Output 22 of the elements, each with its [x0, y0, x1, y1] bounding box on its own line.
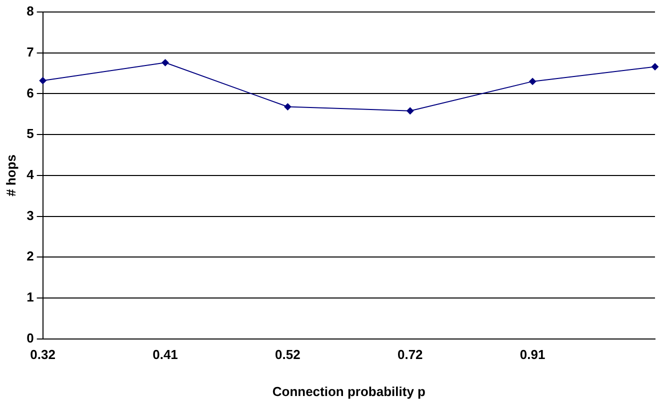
x-tick-label: 0.41 [152, 347, 178, 362]
point [39, 77, 46, 84]
point [162, 59, 169, 66]
point [284, 103, 292, 110]
point [529, 78, 536, 85]
y-tick-label: 7 [26, 44, 34, 60]
y-tick-label: 0 [26, 330, 34, 346]
y-tick-label: 1 [26, 290, 34, 305]
y-tick-label: 5 [26, 126, 34, 142]
point [406, 107, 414, 114]
x-tick-label: 0.72 [397, 347, 423, 362]
point [652, 63, 658, 70]
y-axis-title: # hops [3, 154, 18, 196]
y-tick-label: 6 [26, 85, 34, 100]
x-tick-label: 0.52 [275, 347, 300, 362]
y-tick-label: 2 [26, 248, 34, 264]
x-tick-label: 0.91 [520, 347, 546, 362]
y-tick-label: 4 [26, 166, 35, 182]
y-tick-label: 3 [26, 208, 34, 223]
x-tick-label: 0.32 [30, 347, 56, 362]
y-tick-label: 8 [26, 4, 34, 19]
x-axis-title: Connection probability p [272, 384, 426, 399]
